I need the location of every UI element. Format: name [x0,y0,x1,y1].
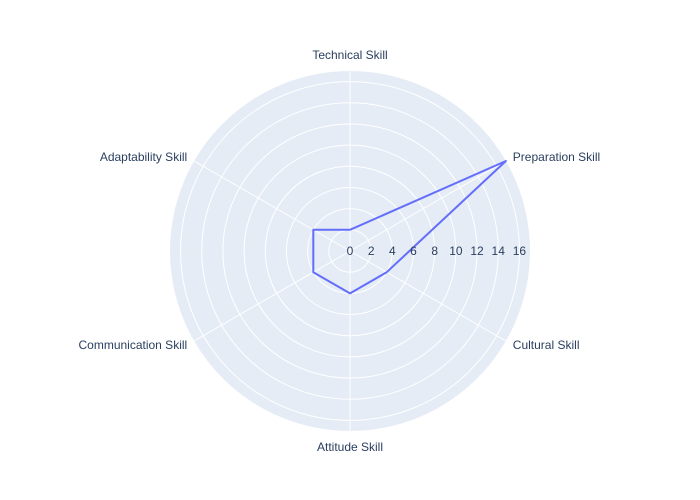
radial-tick-label: 0 [347,244,354,258]
series-line [312,160,507,295]
radial-tick-label: 8 [431,244,438,258]
category-label: Communication Skill [78,338,187,352]
angular-grid-line [193,160,351,252]
radial-tick-label: 16 [513,244,527,258]
angular-grid [193,71,507,431]
category-label: Technical Skill [312,48,387,62]
angular-grid-line [349,160,507,252]
radial-tick-label: 10 [449,244,463,258]
radial-tick-labels: 0 2 4 6 8 10 12 14 16 [347,244,527,258]
category-label: Attitude Skill [317,440,383,454]
angular-grid-line [193,250,351,342]
category-label: Preparation Skill [513,150,600,164]
category-label: Adaptability Skill [100,150,187,164]
radial-tick-label: 14 [492,244,506,258]
radial-tick-label: 2 [368,244,375,258]
category-label: Cultural Skill [513,338,580,352]
series-layer [312,160,507,295]
radial-tick-label: 4 [389,244,396,258]
radial-tick-label: 12 [470,244,484,258]
category-labels: Technical Skill Preparation Skill Cultural… [78,48,600,454]
angular-grid-line [349,250,507,342]
radial-tick-label: 6 [410,244,417,258]
